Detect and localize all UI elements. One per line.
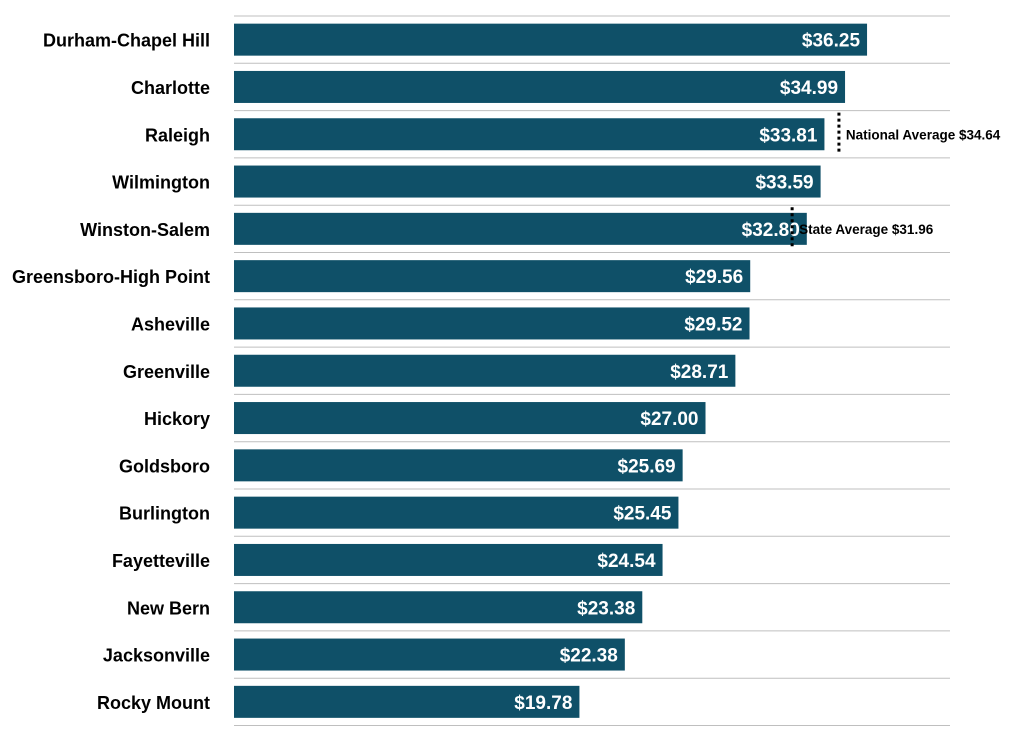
category-label: Raleigh	[145, 125, 210, 145]
category-label: Charlotte	[131, 78, 210, 98]
bar	[234, 638, 625, 671]
reference-lines: National Average $34.64 State Average $31…	[790, 112, 1001, 248]
bar-value-label: $34.99	[780, 78, 838, 99]
category-label: Greensboro-High Point	[12, 267, 210, 287]
bar-value-label: $27.00	[640, 409, 698, 430]
bar	[234, 260, 751, 293]
gridlines	[234, 15, 950, 726]
bar-value-label: $25.69	[618, 456, 676, 477]
bar	[234, 165, 821, 198]
category-label: Greenville	[123, 362, 210, 382]
category-label: Goldsboro	[119, 456, 210, 476]
category-label: Wilmington	[112, 173, 210, 193]
bar-value-label: $32.80	[742, 220, 800, 241]
bar-value-label: $25.45	[613, 504, 672, 525]
bar	[234, 118, 825, 151]
bar	[234, 307, 750, 340]
category-label: Winston-Salem	[80, 220, 210, 240]
bar	[234, 402, 706, 435]
bar	[234, 23, 868, 56]
bar	[234, 354, 736, 387]
category-label: Rocky Mount	[97, 693, 210, 713]
bar	[234, 212, 807, 245]
bar-value-label: $33.59	[755, 173, 813, 194]
bars: $36.25 $34.99 $33.81 $33.59 $32.80 $29.56 $29.…	[234, 23, 868, 718]
bar	[234, 591, 643, 624]
bar-value-label: $22.38	[560, 646, 618, 667]
bar	[234, 449, 683, 482]
category-label: Asheville	[131, 314, 210, 334]
bar-value-label: $19.78	[514, 693, 572, 714]
category-label: Burlington	[119, 504, 210, 524]
bar-value-label: $29.52	[684, 314, 742, 335]
category-label: New Bern	[127, 598, 210, 618]
bar-value-label: $28.71	[670, 362, 729, 383]
bar-value-label: $36.25	[802, 31, 861, 52]
bar	[234, 70, 846, 103]
bar-value-label: $23.38	[577, 598, 635, 619]
category-label: Hickory	[144, 409, 210, 429]
bar	[234, 543, 663, 576]
category-label: Jacksonville	[103, 646, 210, 666]
bar-value-label: $33.81	[759, 125, 818, 146]
reference-line-label: State Average $31.96	[799, 222, 934, 237]
bar-value-label: $29.56	[685, 267, 743, 288]
category-label: Fayetteville	[112, 551, 210, 571]
bar	[234, 496, 679, 529]
bar-value-label: $24.54	[597, 551, 656, 572]
category-labels: Durham-Chapel Hill Charlotte Raleigh Wilmin…	[12, 31, 210, 713]
reference-line-label: National Average $34.64	[846, 127, 1001, 142]
category-label: Durham-Chapel Hill	[43, 31, 210, 51]
bar	[234, 685, 580, 718]
